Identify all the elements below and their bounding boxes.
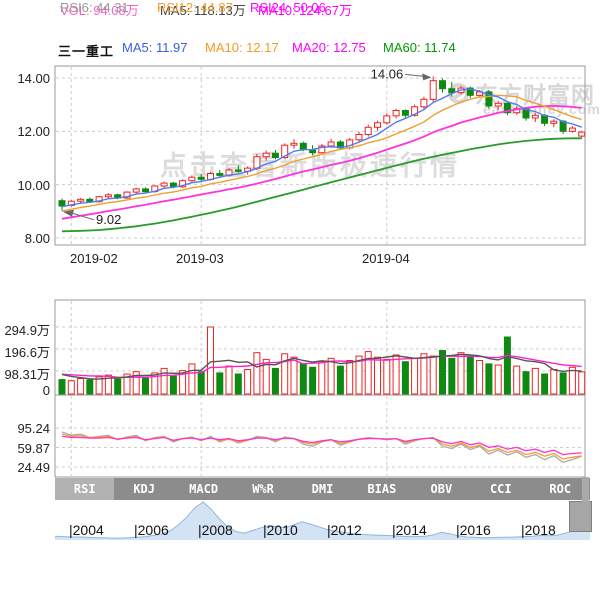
tab-wr[interactable]: W%R <box>252 482 274 496</box>
price-tick-label: 10.00 <box>17 178 50 193</box>
date-tick-label: 2019-04 <box>362 251 410 266</box>
volume-tick-label: 0 <box>42 383 50 398</box>
tab-cci[interactable]: CCI <box>489 482 512 496</box>
rsi-tick-label: 59.87 <box>17 441 50 456</box>
stock-name: 三一重工 <box>58 44 115 59</box>
watermark-promo: 点击查看新版极速行情 <box>160 151 460 181</box>
rsi6-value: RSI6: 44.31 <box>60 0 129 15</box>
tab-roc[interactable]: ROC <box>549 482 572 496</box>
rsi-tick-label: 95.24 <box>17 421 50 436</box>
navigator-slider-handle[interactable] <box>569 501 592 532</box>
tab-macd[interactable]: MACD <box>189 482 219 496</box>
watermark-domain: eastmoney.com <box>483 101 600 117</box>
vol-ma5-value: MA5: 118.13万 <box>160 3 246 18</box>
nav-year-2018: |2018 <box>521 522 556 538</box>
rsi24-value: RSI24: 50.06 <box>250 0 326 15</box>
nav-year-2010: |2010 <box>263 522 298 538</box>
tab-rsi[interactable]: RSI <box>55 478 115 500</box>
nav-year-2004: |2004 <box>69 522 104 538</box>
eastmoney-logo-icon <box>448 82 469 104</box>
rsi-tick-label: 24.49 <box>17 460 50 475</box>
vol-value: VOL: 94.08万 <box>60 3 139 18</box>
annotation-label: 14.06 <box>371 66 404 81</box>
nav-year-2006: |2006 <box>134 522 169 538</box>
annotation-label: 9.02 <box>96 212 121 227</box>
scrollbar-thumb[interactable] <box>582 477 589 502</box>
header: 三一重工 MA5: 11.97 MA10: 12.17 MA20: 12.75 … <box>0 40 600 59</box>
nav-year-2012: |2012 <box>327 522 362 538</box>
nav-year-2014: |2014 <box>392 522 427 538</box>
price-tick-label: 12.00 <box>17 124 50 139</box>
price-tick-label: 14.00 <box>17 71 50 86</box>
rsi12-value: RSI12: 44.87 <box>157 0 233 15</box>
tab-obv[interactable]: OBV <box>430 482 453 496</box>
ma20-legend: MA20: 12.75 <box>292 40 366 55</box>
ma60-legend: MA60: 11.74 <box>383 40 456 55</box>
ma10-legend: MA10: 12.17 <box>205 40 279 55</box>
tab-dmi[interactable]: DMI <box>311 482 334 496</box>
indicator-tabbar: RSI KDJ MACD W%R DMI BIAS OBV CCI ROC <box>55 478 590 500</box>
nav-year-2016: |2016 <box>456 522 491 538</box>
date-tick-label: 2019-03 <box>176 251 224 266</box>
volume-tick-label: 98.31万 <box>4 367 50 382</box>
vol-ma10-value: MA10: 124.67万 <box>258 3 352 18</box>
nav-year-2008: |2008 <box>198 522 233 538</box>
date-tick-label: 2019-02 <box>70 251 118 266</box>
ma5-legend: MA5: 11.97 <box>122 40 188 55</box>
tab-bias[interactable]: BIAS <box>367 482 397 496</box>
tab-kdj[interactable]: KDJ <box>133 482 155 496</box>
volume-tick-label: 196.6万 <box>4 345 50 360</box>
volume-tick-label: 294.9万 <box>4 323 50 338</box>
price-tick-label: 8.00 <box>24 231 50 246</box>
